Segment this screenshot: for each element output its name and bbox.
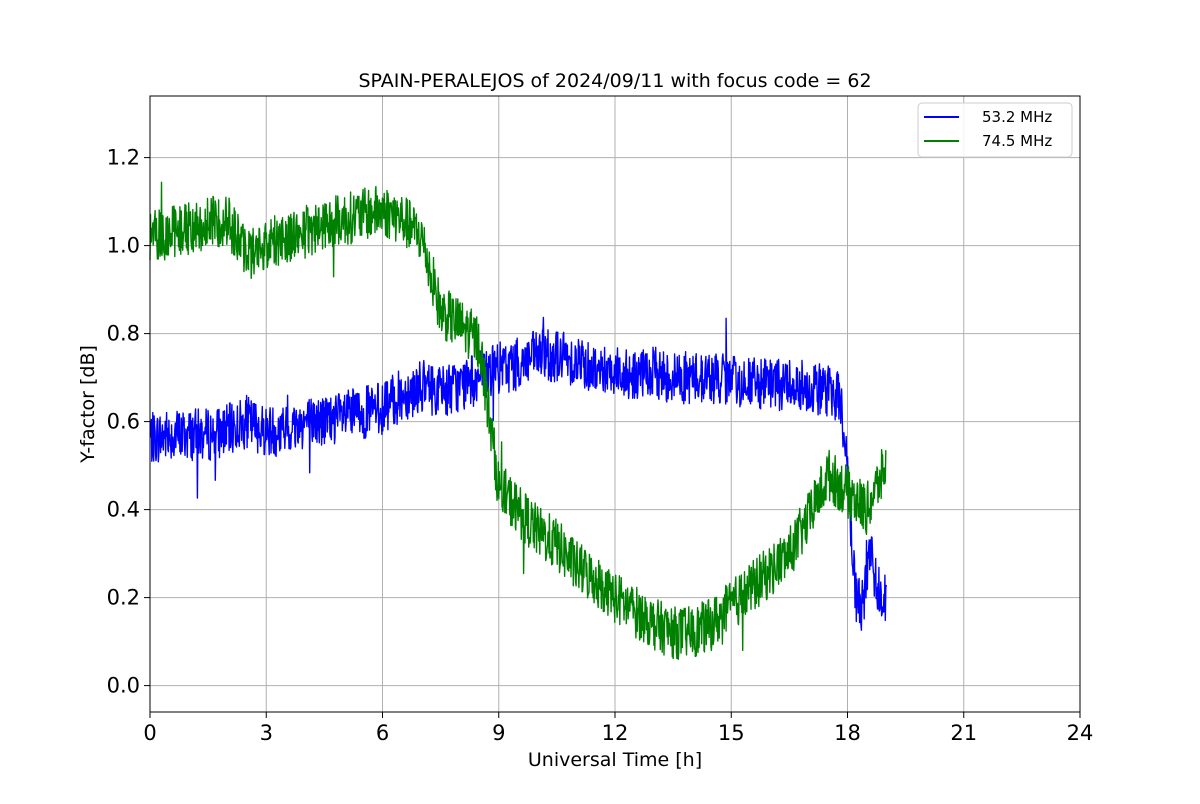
legend-label-53mhz: 53.2 MHz (982, 108, 1052, 126)
y-tick-label: 0.2 (107, 586, 140, 610)
plot-series (149, 181, 887, 660)
series-line-0 (149, 316, 887, 631)
x-axis-ticks: 0 3 6 9 12 15 18 21 24 (143, 712, 1093, 745)
x-tick-label: 3 (260, 721, 273, 745)
series-line-1 (149, 181, 887, 660)
x-tick-label: 24 (1067, 721, 1094, 745)
x-tick-label: 18 (834, 721, 861, 745)
legend-label-74mhz: 74.5 MHz (982, 132, 1052, 150)
legend: 53.2 MHz 74.5 MHz (917, 102, 1073, 158)
y-tick-label: 0.8 (107, 322, 140, 346)
x-axis-label: Universal Time [h] (528, 749, 702, 771)
x-tick-label: 15 (718, 721, 745, 745)
y-tick-label: 0.6 (107, 410, 140, 434)
y-tick-label: 1.0 (107, 234, 140, 258)
y-axis-label: Y-factor [dB] (77, 345, 99, 464)
y-tick-label: 0.0 (107, 674, 140, 698)
chart-title: SPAIN-PERALEJOS of 2024/09/11 with focus… (358, 70, 871, 92)
y-tick-label: 1.2 (107, 146, 140, 170)
x-tick-label: 12 (602, 721, 629, 745)
x-tick-label: 9 (492, 721, 505, 745)
y-axis-ticks: 0.0 0.2 0.4 0.6 0.8 1.0 1.2 (107, 146, 150, 698)
x-tick-label: 0 (143, 721, 156, 745)
y-tick-label: 0.4 (107, 498, 140, 522)
x-tick-label: 21 (950, 721, 977, 745)
x-tick-label: 6 (376, 721, 389, 745)
